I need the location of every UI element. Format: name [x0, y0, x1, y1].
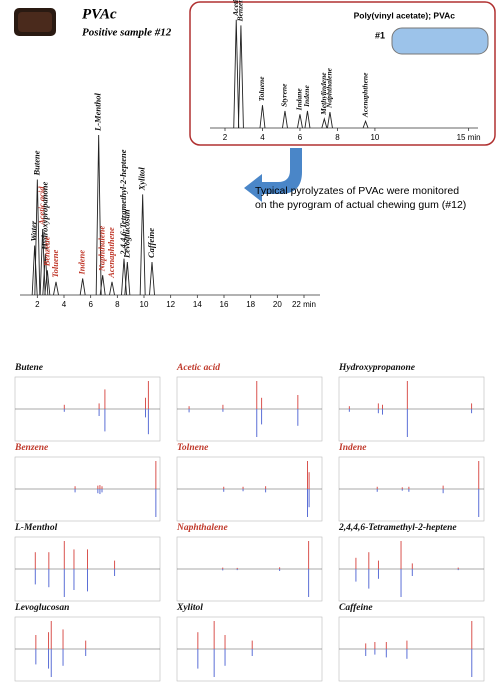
peak-label: 2,4,4,6-Tetramethyl-2-heptene — [118, 149, 128, 255]
spectrum-title: Xylitol — [176, 603, 203, 613]
sample-photo-highlight — [18, 12, 52, 32]
peak-label: Acenaphthene — [360, 72, 369, 118]
peak — [34, 179, 41, 296]
peak-label: Xylitol — [137, 167, 147, 192]
peak-label: Caffeine — [146, 228, 156, 258]
peak-label: Acenaphthene — [106, 227, 116, 279]
peak-label: Indane — [295, 88, 304, 112]
peak — [237, 25, 244, 129]
peak-label: Acetic acid — [231, 0, 240, 17]
peak — [99, 275, 106, 296]
peak — [42, 253, 49, 296]
x-tick-label: 8 — [115, 300, 120, 309]
peak-label: Butene — [31, 150, 41, 176]
spectrum-title: Benzene — [14, 443, 49, 453]
tube-photo — [391, 27, 489, 55]
peak-label: Naphthalene — [325, 67, 334, 109]
x-tick-label: 15 min — [457, 133, 481, 142]
peak — [139, 194, 146, 296]
peak — [109, 281, 115, 296]
spectrum-title: Acetic acid — [176, 363, 220, 373]
peak — [95, 134, 102, 296]
spectrum-title: Naphthalene — [176, 523, 228, 533]
x-tick-label: 18 — [246, 300, 255, 309]
peak-label: Hydroxypropanone — [39, 182, 49, 251]
spectrum-title: Hydroxypropanone — [338, 363, 416, 373]
peak — [321, 117, 328, 129]
header-title: PVAc — [82, 6, 117, 22]
inset-title: Poly(vinyl acetate); PVAc — [354, 10, 456, 20]
peak-label: Benzene — [236, 0, 245, 22]
spectrum-title: Butene — [14, 363, 44, 373]
x-tick-label: 20 — [273, 300, 282, 309]
peak-label: Indene — [302, 85, 311, 108]
x-tick-label: 4 — [62, 300, 67, 309]
peak — [259, 105, 266, 129]
caption-line: Typical pyrolyzates of PVAc were monitor… — [255, 185, 459, 197]
spectrum-title: 2,4,4,6-Tetramethyl-2-heptene — [338, 523, 457, 533]
peak — [362, 119, 369, 129]
peak-label: Indene — [77, 250, 87, 276]
peak — [297, 114, 303, 129]
spectrum-title: Tolnene — [177, 443, 209, 453]
x-tick-label: 12 — [166, 300, 175, 309]
peak — [304, 110, 311, 129]
peak-label: Toluene — [257, 76, 266, 101]
peak — [149, 261, 155, 296]
peak — [79, 278, 86, 296]
x-tick-label: 22 min — [292, 300, 316, 309]
peak-label: Benzene — [41, 236, 51, 267]
spectrum-title: L-Menthol — [14, 523, 58, 533]
spectrum-title: Caffeine — [339, 603, 373, 613]
x-tick-label: 16 — [220, 300, 229, 309]
arrow — [244, 148, 302, 202]
peak-label: Levoglucosan — [121, 209, 131, 259]
peak — [31, 245, 38, 296]
peak — [326, 111, 333, 129]
inset-frame — [189, 1, 496, 146]
spectrum-title: Levoglucosan — [14, 603, 69, 613]
x-tick-label: 10 — [370, 133, 379, 142]
x-tick-label: 8 — [335, 133, 340, 142]
inset-annotation: #1 — [375, 30, 385, 40]
peak — [124, 261, 131, 296]
peak-label: Water — [29, 220, 39, 241]
x-tick-label: 2 — [35, 300, 40, 309]
peak-label: Styrene — [280, 83, 289, 107]
caption-line: on the pyrogram of actual chewing gum (#… — [255, 199, 466, 211]
spectrum-title: Indene — [338, 443, 367, 453]
peak — [44, 270, 51, 296]
x-tick-label: 10 — [140, 300, 149, 309]
peak-label: Methylindene — [319, 72, 328, 116]
peak — [53, 281, 59, 296]
x-tick-label: 6 — [298, 133, 303, 142]
peak-label: Acetic acid — [37, 186, 47, 226]
x-tick-label: 2 — [223, 133, 228, 142]
peak — [282, 110, 288, 129]
peak-label: L-Menthol — [93, 93, 103, 132]
peak — [233, 19, 240, 129]
peak-label: Toluene — [50, 250, 60, 278]
header-subtitle: Positive sample #12 — [82, 27, 172, 39]
x-tick-label: 6 — [88, 300, 93, 309]
x-tick-label: 4 — [260, 133, 265, 142]
peak-label: Naphthalene — [97, 226, 107, 273]
x-tick-label: 14 — [193, 300, 202, 309]
